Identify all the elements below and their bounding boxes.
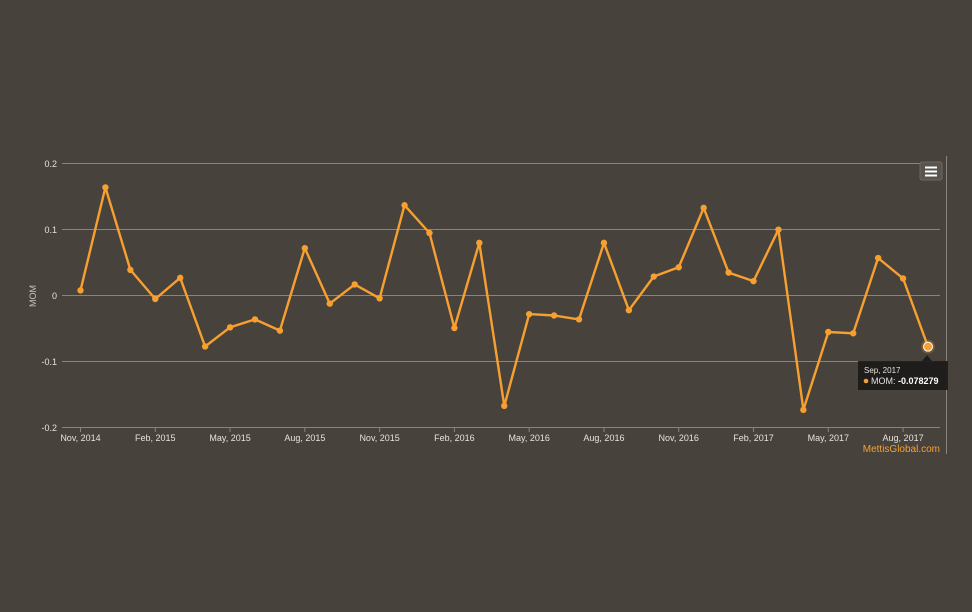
data-point[interactable]	[102, 184, 109, 191]
y-tick-label: 0	[52, 291, 57, 301]
data-point[interactable]	[725, 269, 732, 276]
y-tick-label: 0.1	[44, 225, 57, 235]
data-point[interactable]	[700, 204, 707, 212]
data-point[interactable]	[376, 295, 383, 302]
data-point[interactable]	[899, 275, 907, 282]
y-tick-label: 0.2	[44, 159, 57, 169]
x-tick-label: May, 2015	[209, 433, 250, 443]
data-point[interactable]	[177, 274, 184, 282]
series-mom-points	[77, 184, 935, 414]
data-point[interactable]	[675, 264, 682, 271]
x-axis: Nov, 2014 Feb, 2015 May, 2015 Aug, 2015 Nov,…	[60, 427, 924, 443]
y-axis: 0.2 0.1 0 -0.1 -0.2	[41, 159, 57, 433]
data-point[interactable]	[152, 295, 159, 303]
data-point[interactable]	[550, 312, 558, 319]
x-tick-label: Feb, 2015	[135, 433, 176, 443]
credit-link[interactable]: MettisGlobal.com	[863, 444, 940, 455]
data-point[interactable]	[625, 306, 633, 314]
data-point-hovered[interactable]	[923, 341, 933, 352]
data-point[interactable]	[351, 281, 358, 288]
data-point[interactable]	[77, 287, 84, 294]
data-point[interactable]	[874, 254, 882, 262]
x-tick-label: Feb, 2016	[434, 433, 475, 443]
data-point[interactable]	[127, 266, 134, 274]
data-point[interactable]	[251, 316, 259, 323]
x-tick-label: Nov, 2015	[359, 433, 399, 443]
data-point[interactable]	[226, 324, 234, 331]
data-point[interactable]	[650, 273, 658, 280]
data-point[interactable]	[276, 327, 284, 334]
data-point[interactable]	[575, 316, 583, 323]
chart-menu-button[interactable]	[919, 161, 943, 181]
series-mom	[79, 186, 930, 411]
tooltip-series-marker	[863, 378, 869, 384]
data-point[interactable]	[800, 406, 807, 414]
data-point[interactable]	[326, 300, 333, 307]
data-point[interactable]	[501, 402, 508, 410]
data-point[interactable]	[201, 343, 209, 350]
y-axis-title: MOM	[28, 285, 38, 307]
data-point[interactable]	[476, 239, 483, 247]
series-mom-line	[79, 186, 930, 411]
data-point[interactable]	[600, 239, 608, 247]
tooltip-box	[858, 355, 948, 390]
x-tick-label: Aug, 2016	[583, 433, 624, 443]
y-tick-label: -0.1	[41, 357, 57, 367]
data-point[interactable]	[451, 324, 458, 332]
hamburger-menu-icon	[925, 166, 937, 177]
data-point[interactable]	[850, 330, 857, 337]
x-tick-label: Nov, 2016	[659, 433, 699, 443]
data-point[interactable]	[750, 277, 757, 285]
tooltip-value: -0.078279	[898, 376, 939, 386]
x-tick-label: Nov, 2014	[60, 433, 100, 443]
data-point[interactable]	[525, 310, 533, 318]
data-point[interactable]	[401, 202, 408, 209]
tooltip: Sep, 2017 MOM: -0.078279	[858, 355, 948, 390]
x-tick-label: Aug, 2015	[284, 433, 325, 443]
data-point[interactable]	[825, 328, 832, 336]
x-tick-label: Aug, 2017	[883, 433, 924, 443]
y-tick-label: -0.2	[41, 423, 57, 433]
data-point[interactable]	[301, 244, 309, 252]
x-tick-label: Feb, 2017	[733, 433, 774, 443]
tooltip-title: Sep, 2017	[864, 366, 901, 375]
x-tick-label: May, 2017	[808, 433, 849, 443]
data-point[interactable]	[426, 229, 433, 237]
tooltip-series-label: MOM:	[871, 376, 896, 386]
chart-grid	[62, 163, 940, 428]
data-point[interactable]	[775, 226, 782, 233]
x-tick-label: May, 2016	[508, 433, 549, 443]
